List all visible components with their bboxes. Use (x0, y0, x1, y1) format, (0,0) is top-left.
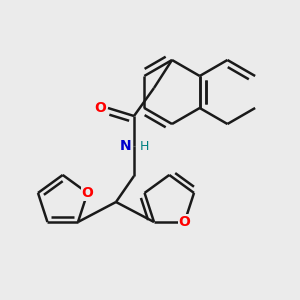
Text: O: O (178, 215, 190, 229)
Text: N: N (120, 139, 132, 153)
Text: H: H (139, 140, 149, 152)
Text: O: O (94, 101, 106, 115)
Text: O: O (82, 186, 93, 200)
